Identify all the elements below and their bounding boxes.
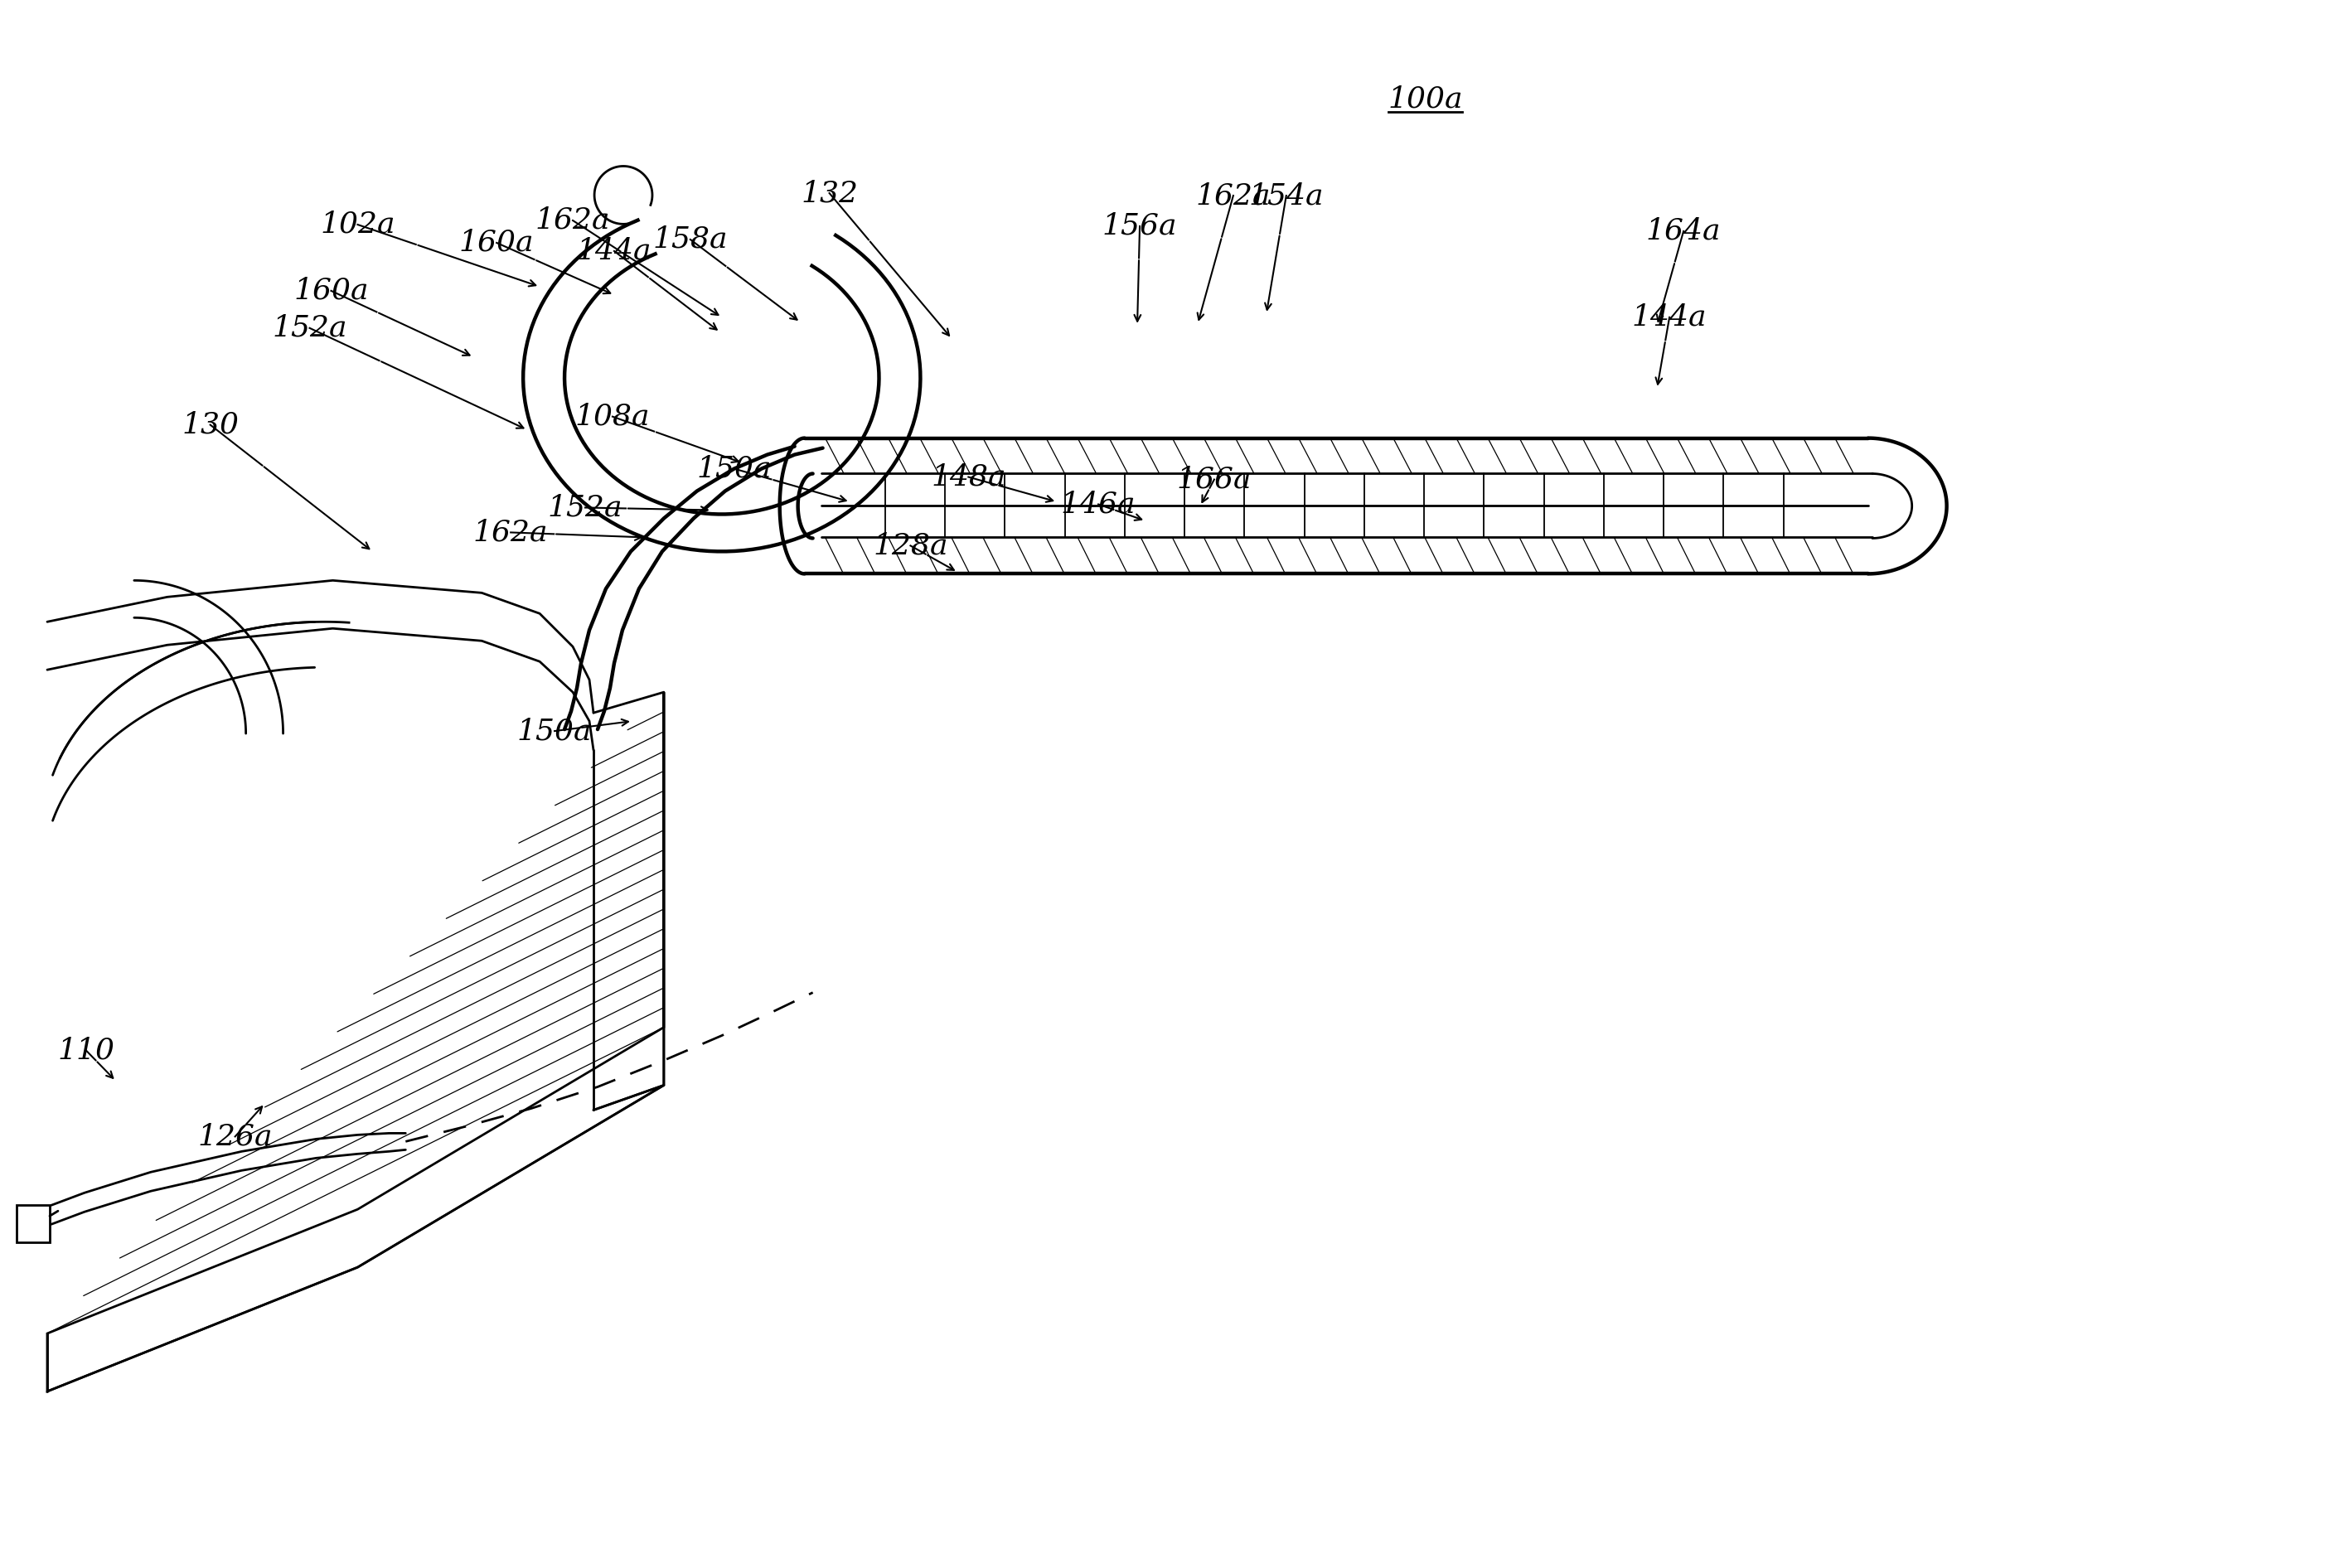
Text: 144a: 144a xyxy=(577,237,651,265)
Text: 162a: 162a xyxy=(474,519,549,547)
Text: 152a: 152a xyxy=(549,494,623,522)
Text: 156a: 156a xyxy=(1102,212,1176,240)
Text: 166a: 166a xyxy=(1176,466,1251,494)
Text: 160a: 160a xyxy=(293,276,370,304)
Text: 154a: 154a xyxy=(1249,182,1323,210)
Text: 164a: 164a xyxy=(1646,216,1720,245)
Text: 130: 130 xyxy=(181,411,239,439)
Text: 146a: 146a xyxy=(1060,491,1137,519)
Text: 126a: 126a xyxy=(198,1123,272,1151)
Text: 148a: 148a xyxy=(930,463,1007,491)
Text: 110: 110 xyxy=(58,1036,114,1065)
Text: 158a: 158a xyxy=(653,226,728,254)
Text: 132: 132 xyxy=(800,179,858,207)
Text: 162a: 162a xyxy=(1195,182,1272,210)
Text: 150a: 150a xyxy=(698,455,772,483)
Text: 108a: 108a xyxy=(574,403,651,431)
Text: 152a: 152a xyxy=(272,314,346,342)
Text: 144a: 144a xyxy=(1632,303,1707,331)
Text: 160a: 160a xyxy=(458,229,535,257)
Text: 150a: 150a xyxy=(516,717,593,745)
Text: 128a: 128a xyxy=(872,532,949,560)
Text: 162a: 162a xyxy=(535,207,609,235)
Text: 102a: 102a xyxy=(321,210,395,238)
Text: 100a: 100a xyxy=(1388,85,1462,113)
